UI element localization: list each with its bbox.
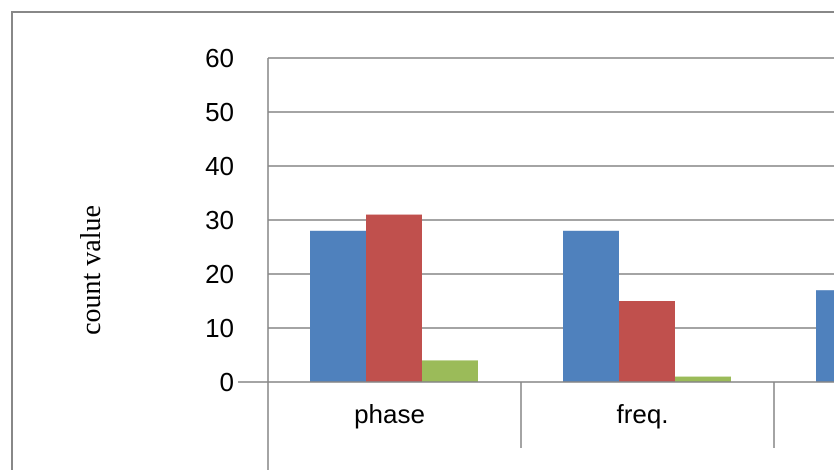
y-tick-label: 50 bbox=[205, 97, 234, 127]
y-tick-label: 30 bbox=[205, 205, 234, 235]
bar bbox=[366, 214, 422, 382]
bar bbox=[675, 376, 731, 382]
bar bbox=[310, 230, 366, 382]
y-tick-label: 20 bbox=[205, 259, 234, 289]
y-tick-label: 60 bbox=[205, 43, 234, 73]
chart-border bbox=[11, 11, 834, 470]
category-label: freq. bbox=[616, 399, 668, 429]
bar bbox=[563, 230, 619, 382]
category-labels: phase freq. bbox=[354, 399, 668, 429]
y-axis-label: count value bbox=[76, 205, 107, 335]
bars bbox=[310, 214, 834, 382]
y-tick-labels: 0 10 20 30 40 50 60 bbox=[205, 43, 234, 397]
y-tick-label: 40 bbox=[205, 151, 234, 181]
bar bbox=[816, 290, 834, 382]
y-tick-label: 0 bbox=[220, 367, 234, 397]
y-tick-label: 10 bbox=[205, 313, 234, 343]
category-label: phase bbox=[354, 399, 425, 429]
bar bbox=[619, 301, 675, 382]
axes bbox=[238, 58, 834, 470]
bar bbox=[422, 360, 478, 382]
